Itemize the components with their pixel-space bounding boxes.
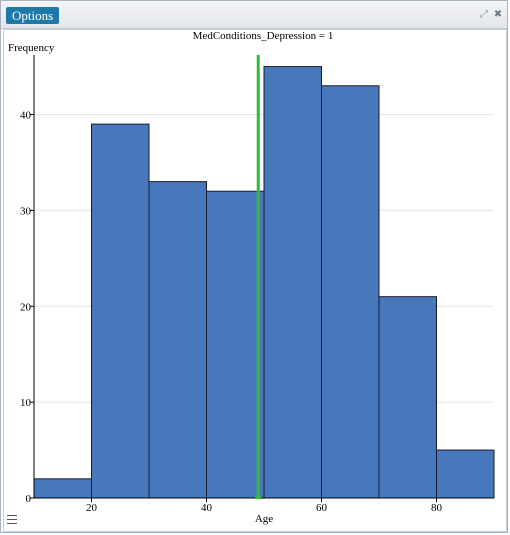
y-tick-label: 20 [20,301,32,313]
histogram-bar [321,85,380,499]
reference-line-marker [254,493,263,499]
window-titlebar: Options ⤢ ✖ [1,1,507,29]
y-tick-label: 10 [20,397,32,409]
y-tick-label: 0 [26,493,32,505]
y-tick-label: 40 [20,110,32,122]
histogram-bar [263,66,322,499]
x-axis-label: Age [255,513,273,525]
expand-icon[interactable]: ⤢ [480,9,488,20]
bars [33,66,495,499]
menu-icon[interactable] [7,515,17,524]
y-tick-label: 30 [20,205,32,217]
x-tick-label: 60 [316,502,328,514]
axes: 0 10 20 30 40 20 40 60 80 [20,55,494,514]
x-tick-label: 80 [431,502,443,514]
histogram-bar [148,181,207,499]
close-icon[interactable]: ✖ [493,9,503,20]
chart-title: MedConditions_Depression = 1 [193,30,334,42]
histogram-bar [206,190,265,499]
histogram-bar [33,478,92,499]
x-tick-label: 40 [201,502,213,514]
plot-area [3,29,507,532]
histogram-bar [436,449,495,499]
options-button[interactable]: Options [6,7,60,24]
histogram-bar [378,296,437,499]
reference-line-group [254,55,263,499]
x-tick-label: 20 [86,502,98,514]
histogram-bar [91,123,150,499]
y-axis-label: Frequency [8,42,55,54]
